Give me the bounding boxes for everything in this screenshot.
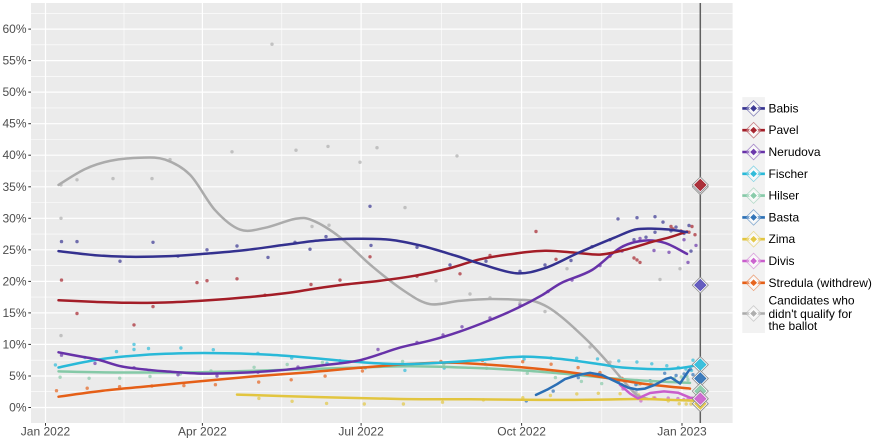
svg-text:didn't qualify for: didn't qualify for [769, 307, 853, 321]
svg-text:0%: 0% [9, 401, 27, 415]
svg-text:Jan 2022: Jan 2022 [21, 425, 71, 439]
svg-text:Jul 2022: Jul 2022 [338, 425, 384, 439]
svg-text:60%: 60% [2, 22, 26, 36]
svg-text:35%: 35% [2, 180, 26, 194]
svg-text:Divis: Divis [769, 254, 795, 268]
svg-text:25%: 25% [2, 243, 26, 257]
svg-text:Pavel: Pavel [769, 123, 799, 137]
svg-text:Candidates who: Candidates who [769, 294, 855, 308]
svg-text:Apr 2022: Apr 2022 [178, 425, 227, 439]
svg-text:Babis: Babis [769, 101, 799, 115]
svg-text:40%: 40% [2, 148, 26, 162]
svg-text:30%: 30% [2, 211, 26, 225]
svg-text:5%: 5% [9, 369, 27, 383]
svg-text:20%: 20% [2, 274, 26, 288]
svg-text:55%: 55% [2, 54, 26, 68]
svg-text:the ballot: the ballot [769, 319, 818, 333]
svg-text:Fischer: Fischer [769, 167, 808, 181]
svg-text:Nerudova: Nerudova [769, 145, 821, 159]
svg-text:15%: 15% [2, 306, 26, 320]
svg-text:Hilser: Hilser [769, 189, 800, 203]
svg-text:Jan 2023: Jan 2023 [657, 425, 707, 439]
svg-text:Oct 2022: Oct 2022 [497, 425, 546, 439]
svg-text:45%: 45% [2, 117, 26, 131]
svg-text:Zima: Zima [769, 232, 796, 246]
svg-text:50%: 50% [2, 85, 26, 99]
svg-text:10%: 10% [2, 337, 26, 351]
svg-text:Stredula (withdrew): Stredula (withdrew) [769, 276, 872, 290]
svg-text:Basta: Basta [769, 210, 800, 224]
